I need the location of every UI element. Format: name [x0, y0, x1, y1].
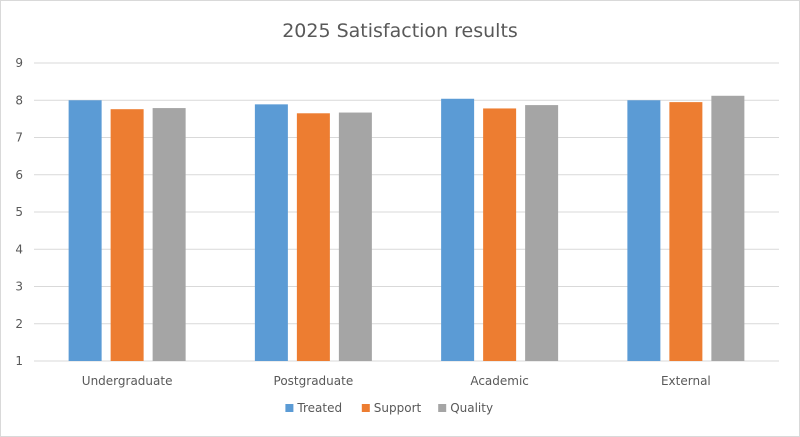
x-category-label: Undergraduate — [82, 374, 173, 388]
bar-quality-external — [711, 95, 745, 361]
y-tick-label: 5 — [15, 205, 23, 219]
bar-quality-postgraduate — [338, 112, 372, 361]
x-category-label: Postgraduate — [274, 374, 354, 388]
x-category-label: External — [661, 374, 711, 388]
bar-quality-undergraduate — [152, 108, 186, 361]
bar-support-postgraduate — [296, 113, 330, 361]
y-axis-ticks: 1 2 3 4 5 6 7 8 9 — [15, 56, 23, 368]
legend-label: Treated — [296, 401, 342, 415]
legend: Treated Support Quality — [285, 401, 493, 415]
bar-treated-undergraduate — [68, 100, 102, 361]
bar-treated-external — [627, 100, 661, 361]
legend-swatch-support — [361, 404, 370, 412]
y-tick-label: 3 — [15, 280, 23, 294]
bar-treated-academic — [441, 98, 475, 361]
legend-swatch-quality — [438, 404, 447, 412]
x-axis-categories: Undergraduate Postgraduate Academic Externa… — [82, 374, 711, 388]
bar-treated-postgraduate — [254, 104, 288, 361]
bars — [68, 95, 745, 362]
y-tick-label: 9 — [15, 56, 23, 70]
y-tick-label: 7 — [15, 131, 23, 145]
y-tick-label: 1 — [15, 354, 23, 368]
legend-label: Support — [374, 401, 422, 415]
x-category-label: Academic — [470, 374, 529, 388]
bar-support-undergraduate — [110, 109, 144, 361]
y-tick-label: 8 — [15, 93, 23, 107]
bar-support-external — [669, 102, 703, 362]
y-tick-label: 4 — [15, 242, 23, 256]
chart-title: 2025 Satisfaction results — [282, 20, 518, 42]
bar-quality-academic — [525, 105, 559, 361]
legend-swatch-treated — [285, 404, 294, 412]
bar-support-academic — [483, 108, 517, 361]
y-tick-label: 2 — [15, 317, 23, 331]
y-tick-label: 6 — [15, 168, 23, 182]
legend-label: Quality — [450, 401, 493, 415]
gridlines — [34, 62, 779, 362]
